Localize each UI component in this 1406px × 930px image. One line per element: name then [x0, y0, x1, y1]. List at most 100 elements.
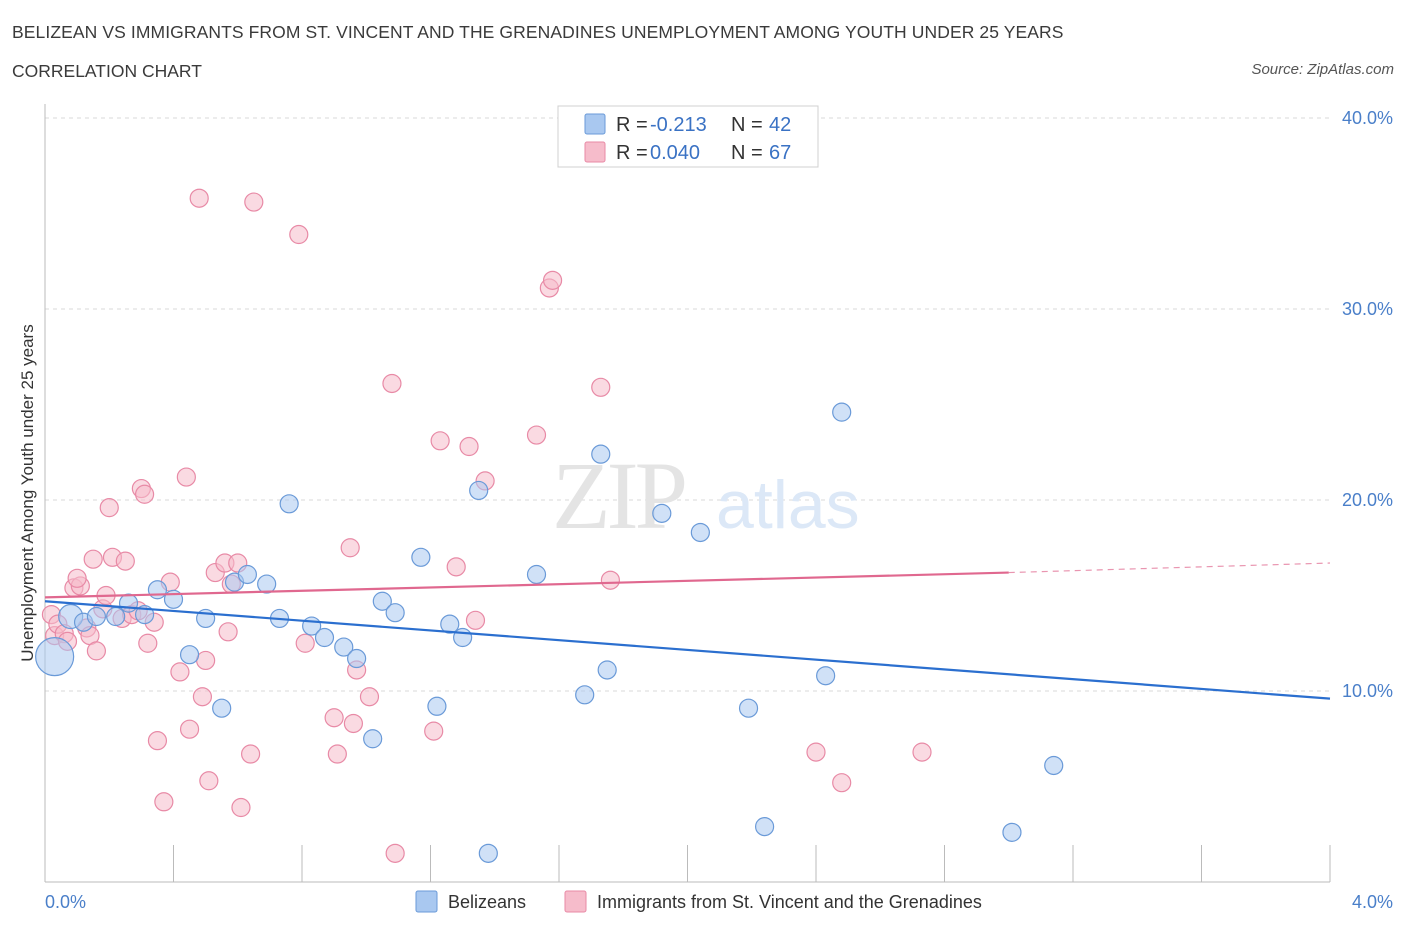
immigrant-point-46 [340, 538, 360, 558]
belizean-point-21 [363, 729, 383, 749]
belizean-point-33 [597, 660, 617, 680]
trend-lines [44, 562, 1331, 700]
immigrant-point-22 [138, 633, 158, 653]
legend-swatch-belizeans [584, 113, 606, 135]
immigrant-point-60 [542, 270, 563, 290]
immigrant-point-27 [170, 662, 190, 682]
legend-r-label-2: R = [616, 142, 648, 164]
immigrant-point-41 [244, 192, 264, 212]
immigrant-point-29 [179, 719, 200, 739]
immigrant-point-7 [67, 568, 87, 588]
belizean-point-26 [440, 614, 460, 634]
belizean-point-24 [411, 547, 431, 567]
belizean-point-11 [212, 698, 232, 718]
immigrant-point-47 [343, 713, 363, 734]
immigrant-point-45 [327, 744, 347, 764]
chart-subtitle: CORRELATION CHART [12, 61, 202, 81]
belizean-point-40 [1002, 822, 1022, 842]
belizean-point-37 [754, 817, 775, 837]
immigrant-point-56 [465, 610, 486, 630]
legend-n-label-1: N = [731, 114, 763, 136]
immigrant-point-40 [241, 744, 261, 764]
y-tick-label-0: 10.0% [1342, 681, 1393, 701]
belizean-point-22 [372, 591, 392, 611]
legend-r-value-2: 0.040 [650, 142, 700, 164]
y-tick-labels: 10.0% 20.0% 30.0% 40.0% [1342, 108, 1393, 701]
belizean-point-5 [118, 593, 139, 613]
immigrant-point-49 [359, 687, 380, 707]
belizean-point-34 [652, 503, 672, 523]
x-tick-label-1: 4.0% [1352, 892, 1393, 912]
watermark-atlas: atlas [716, 467, 860, 543]
immigrant-point-32 [196, 650, 216, 671]
immigrant-point-65 [912, 742, 932, 762]
legend-r-label-1: R = [616, 114, 648, 136]
immigrant-point-31 [192, 687, 213, 707]
immigrant-point-43 [295, 633, 315, 653]
belizean-point-32 [591, 444, 611, 464]
belizean-point-27 [453, 627, 473, 648]
immigrant-point-33 [199, 771, 219, 791]
y-tick-label-1: 20.0% [1342, 490, 1393, 510]
immigrant-point-50 [382, 373, 402, 394]
immigrant-point-61 [591, 377, 611, 397]
belizean-point-0 [35, 637, 75, 677]
belizean-point-3 [86, 606, 107, 627]
x-tick-labels: 0.0% 4.0% [45, 892, 1393, 912]
immigrant-point-58 [526, 425, 547, 445]
immigrant-point-42 [289, 224, 309, 245]
belizean-point-23 [385, 603, 405, 623]
legend-r-value-1: -0.213 [650, 114, 707, 136]
x-tick-label-0: 0.0% [45, 892, 86, 912]
belizean-point-38 [816, 666, 836, 686]
belizean-point-39 [832, 402, 852, 422]
immigrant-point-30 [189, 188, 209, 208]
legend-n-value-2: 67 [769, 142, 791, 164]
immigrant-point-25 [154, 792, 174, 812]
immigrant-point-44 [324, 708, 344, 728]
legend-n-label-2: N = [731, 142, 763, 164]
legend-swatch-immigrants [584, 141, 606, 163]
watermark: ZIP atlas [552, 442, 860, 549]
immigrant-point-51 [385, 843, 405, 863]
belizean-point-18 [314, 627, 335, 648]
trend-line-belizeans [44, 600, 1331, 700]
belizean-point-19 [334, 637, 354, 657]
belizean-point-4 [106, 606, 126, 627]
immigrant-point-53 [430, 431, 450, 451]
belizean-point-36 [738, 698, 759, 718]
y-tick-label-3: 40.0% [1342, 108, 1393, 128]
chart-title: BELIZEAN VS IMMIGRANTS FROM ST. VINCENT … [12, 22, 1064, 42]
belizean-point-41 [1044, 755, 1064, 776]
bottom-legend-label-immigrants: Immigrants from St. Vincent and the Gren… [597, 892, 982, 912]
bottom-legend-swatch-belizeans [415, 890, 438, 913]
belizean-point-20 [347, 648, 367, 669]
belizean-point-29 [478, 843, 498, 863]
belizean-point-7 [147, 580, 168, 600]
trend-line-immigrants [44, 571, 1009, 599]
bottom-legend-label-belizeans: Belizeans [448, 892, 526, 912]
immigrant-point-54 [446, 557, 466, 577]
trend-line-immigrants-extension [1008, 562, 1331, 574]
immigrant-point-62 [600, 570, 621, 590]
belizean-point-28 [469, 480, 489, 501]
immigrant-point-28 [176, 467, 196, 487]
watermark-zip: ZIP [552, 442, 685, 549]
axes [44, 104, 1331, 883]
source-credit: Source: ZipAtlas.com [1251, 61, 1394, 78]
belizean-point-14 [257, 574, 277, 594]
immigrant-point-21 [134, 484, 155, 504]
immigrant-point-52 [424, 721, 444, 741]
immigrant-point-11 [86, 641, 107, 661]
immigrant-point-17 [115, 551, 135, 571]
y-tick-label-2: 30.0% [1342, 299, 1393, 319]
y-axis-label: Unemployment Among Youth under 25 years [18, 324, 37, 661]
belizean-point-9 [179, 645, 200, 665]
belizean-point-16 [279, 494, 299, 514]
belizean-point-13 [237, 564, 257, 585]
belizean-point-31 [575, 685, 595, 705]
immigrant-point-64 [832, 773, 852, 793]
belizean-point-30 [526, 564, 547, 585]
immigrant-point-24 [147, 731, 168, 751]
